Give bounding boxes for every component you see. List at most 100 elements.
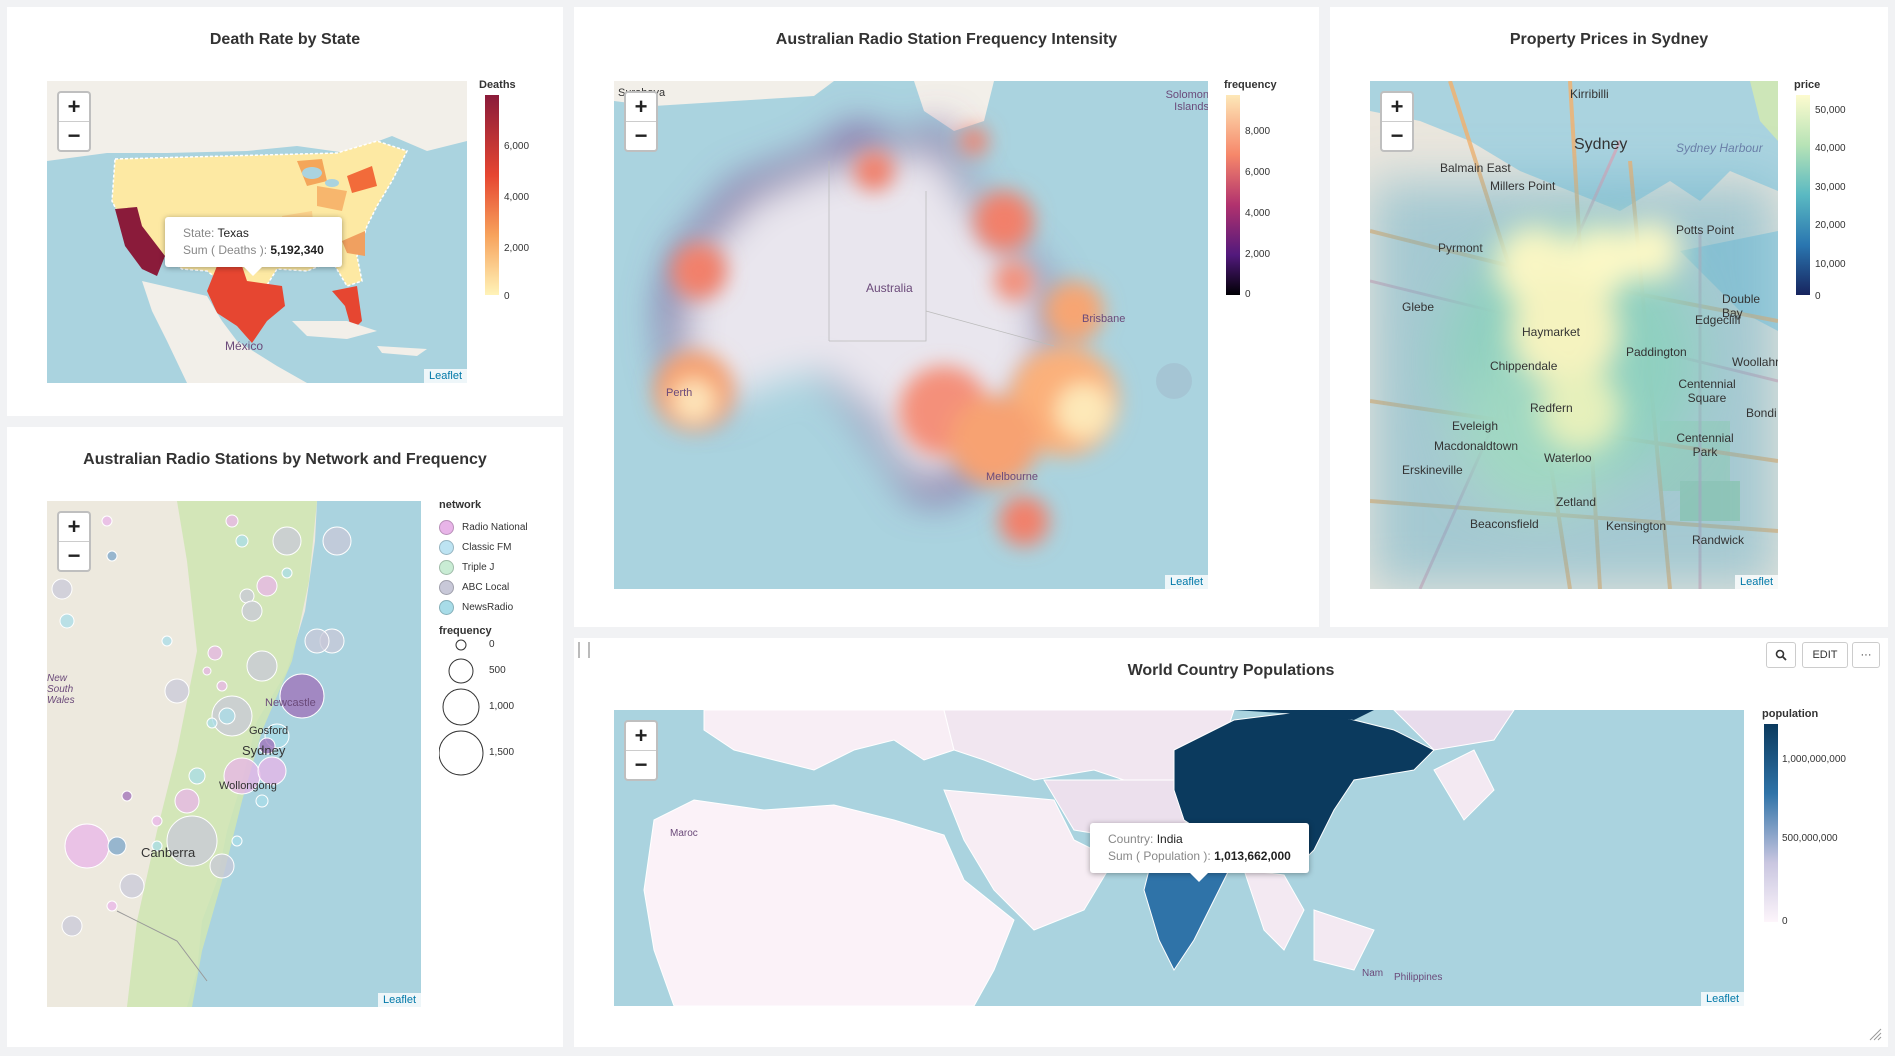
station-bubble[interactable] [304, 628, 330, 654]
zoom-control[interactable]: + − [1380, 91, 1414, 152]
legend-item[interactable]: Triple J [439, 557, 559, 577]
zoom-control[interactable]: + − [57, 511, 91, 572]
station-bubble[interactable] [151, 815, 163, 827]
more-options-button[interactable]: ··· [1852, 642, 1880, 668]
size-tick: 1,500 [489, 747, 515, 758]
station-bubble[interactable] [206, 717, 218, 729]
legend-item[interactable]: NewsRadio [439, 597, 559, 617]
zoom-in-button[interactable]: + [67, 514, 81, 539]
station-bubble[interactable] [272, 526, 302, 556]
suburb-label: Macdonaldtown [1434, 439, 1519, 453]
station-bubble[interactable] [225, 514, 239, 528]
legend-swatch [439, 579, 454, 595]
legend-colorbar [1764, 724, 1778, 922]
legend-label: NewsRadio [462, 601, 514, 613]
edit-chart-button[interactable]: EDIT [1802, 642, 1848, 668]
size-tick: 0 [489, 639, 495, 650]
station-bubble[interactable] [322, 526, 352, 556]
legend-title: network [439, 499, 482, 511]
station-bubble[interactable] [188, 767, 206, 785]
zoom-out-button[interactable]: − [1382, 121, 1412, 150]
suburb-label: Randwick [1692, 533, 1745, 547]
station-bubble[interactable] [255, 794, 269, 808]
map-label-solomon: Solomon Islands [1165, 89, 1208, 113]
zoom-out-button[interactable]: − [626, 750, 656, 779]
zoom-in-button[interactable]: + [634, 94, 648, 119]
nsw-bubble-map[interactable]: + − Newcastle Gosford Sydney Wollongong … [47, 501, 421, 1007]
frequency-legend: frequency 8,000 6,000 4,000 2,000 0 [1224, 79, 1304, 319]
station-bubble[interactable] [64, 823, 110, 869]
station-bubble[interactable] [107, 836, 127, 856]
station-bubble[interactable] [216, 680, 228, 692]
station-bubble[interactable] [119, 873, 145, 899]
sydney-heatmap[interactable]: + − Kirribilli Sydney Balmain East Mille… [1370, 81, 1778, 589]
zoom-control[interactable]: + − [57, 91, 91, 152]
zoom-out-button[interactable]: − [626, 121, 656, 150]
panel-title: Property Prices in Sydney [1509, 31, 1709, 48]
zoom-out-button[interactable]: − [59, 541, 89, 570]
leaflet-attribution[interactable]: Leaflet [423, 369, 467, 383]
station-bubble[interactable] [202, 666, 212, 676]
panel-title: Australian Radio Station Frequency Inten… [775, 31, 1118, 48]
leaflet-attribution[interactable]: Leaflet [1700, 992, 1744, 1006]
station-bubble[interactable] [207, 645, 223, 661]
suburb-label: Glebe [1402, 300, 1435, 314]
station-bubble[interactable] [256, 575, 278, 597]
station-bubble[interactable] [209, 853, 235, 879]
station-bubble[interactable] [235, 534, 249, 548]
station-bubble[interactable] [218, 707, 236, 725]
city-label-canberra: Canberra [141, 845, 196, 860]
station-bubble[interactable] [161, 635, 173, 647]
zoom-in-button[interactable]: + [1390, 94, 1404, 119]
station-bubble[interactable] [164, 678, 190, 704]
legend-label: Classic FM [462, 541, 512, 553]
australia-heatmap[interactable]: + − Australia Brisbane Perth Melbourne S… [614, 81, 1208, 589]
property-prices-panel: Property Prices in Sydney [1330, 7, 1888, 627]
suburb-label: Kirribilli [1570, 87, 1609, 101]
legend-tick: 30,000 [1815, 182, 1846, 193]
city-label-wollongong: Wollongong [219, 780, 277, 792]
legend-item[interactable]: Radio National [439, 517, 559, 537]
station-bubble[interactable] [101, 515, 113, 527]
station-bubble[interactable] [174, 788, 200, 814]
zoom-control[interactable]: + − [624, 91, 658, 152]
map-label-australia: Australia [866, 281, 913, 295]
zoom-in-button[interactable]: + [67, 94, 81, 119]
legend-tick: 6,000 [504, 141, 530, 152]
station-bubble[interactable] [281, 567, 293, 579]
leaflet-attribution[interactable]: Leaflet [377, 993, 421, 1007]
drag-handle[interactable] [578, 642, 590, 658]
size-tick: 1,000 [489, 701, 515, 712]
station-bubble[interactable] [258, 737, 276, 755]
station-bubble[interactable] [121, 790, 133, 802]
leaflet-attribution[interactable]: Leaflet [1734, 575, 1778, 589]
world-population-panel: World Country Populations EDIT ··· [574, 638, 1888, 1047]
city-label-sydney: Sydney [242, 743, 286, 758]
station-bubble[interactable] [151, 840, 163, 852]
resize-handle-icon[interactable] [1868, 1027, 1882, 1041]
station-bubble[interactable] [61, 915, 83, 937]
bubbles-layer [51, 514, 352, 937]
station-bubble[interactable] [246, 650, 278, 682]
zoom-control[interactable]: + − [624, 720, 658, 781]
legend-item[interactable]: ABC Local [439, 577, 559, 597]
legend-item[interactable]: Classic FM [439, 537, 559, 557]
zoom-chart-button[interactable] [1766, 642, 1796, 668]
leaflet-attribution[interactable]: Leaflet [1164, 575, 1208, 589]
station-bubble[interactable] [51, 578, 73, 600]
station-bubble[interactable] [59, 613, 75, 629]
station-bubble[interactable] [106, 550, 118, 562]
station-bubble[interactable] [166, 815, 218, 867]
station-bubble[interactable] [241, 600, 263, 622]
station-bubble[interactable] [106, 900, 118, 912]
zoom-out-button[interactable]: − [59, 121, 89, 150]
station-bubble[interactable] [257, 756, 287, 786]
station-bubble[interactable] [231, 835, 243, 847]
legend-tick: 8,000 [1245, 126, 1271, 137]
station-bubble[interactable] [279, 673, 325, 719]
us-states-map[interactable]: + − México State: Texas Sum ( Deaths ): … [47, 81, 467, 383]
tooltip-key: Sum ( Population ): [1108, 849, 1215, 863]
zoom-in-button[interactable]: + [634, 723, 648, 748]
legend-colorbar [1226, 95, 1240, 295]
world-choropleth[interactable]: + − Maroc Philippines Nam Country: India… [614, 710, 1744, 1006]
